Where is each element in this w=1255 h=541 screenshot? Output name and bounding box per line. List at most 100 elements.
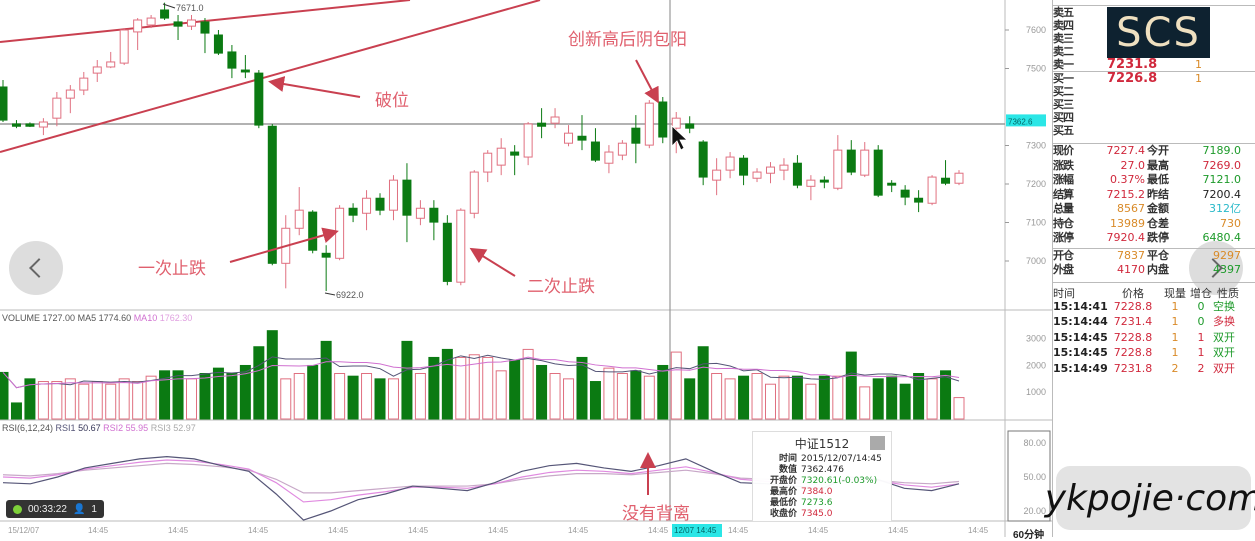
- candle: [254, 70, 264, 129]
- candle: [873, 145, 883, 198]
- volume-bar: [953, 397, 965, 420]
- volume-bar: [926, 378, 938, 420]
- volume-bar: [899, 383, 911, 420]
- trade-row: 15:14:45 7228.8 1 1 双开: [1053, 346, 1235, 359]
- volume-bar: [738, 375, 750, 420]
- annotation-second-stop: 二次止跌: [527, 277, 595, 297]
- time-tick: 14:45: [488, 526, 509, 535]
- annotation-arrow: [635, 59, 659, 104]
- volume-bar: [132, 381, 144, 420]
- stats-table: 现价 7227.4 今开 7189.0 涨跌 27.0 最高 7269.0 涨幅 0.37% 最低 7…: [1053, 144, 1255, 246]
- annotation-arrow: [268, 76, 361, 98]
- price-tick: 7600: [1026, 25, 1046, 35]
- candle: [388, 175, 398, 221]
- candle: [267, 123, 277, 266]
- candle: [11, 120, 21, 129]
- candle: [106, 51, 116, 69]
- volume-bar: [778, 375, 790, 420]
- crosshair-time-text: 12/07 14:45: [674, 526, 717, 535]
- quote-row[interactable]: 买二: [1053, 85, 1074, 98]
- quote-row[interactable]: 卖一 7231.8 1: [1053, 57, 1202, 72]
- prev-button[interactable]: [9, 241, 63, 295]
- candle: [806, 175, 816, 201]
- time-tick: 14:45: [888, 526, 909, 535]
- crosshair-time-tag: [672, 524, 722, 537]
- candle: [496, 138, 506, 176]
- trade-header-cell: 增仓: [1190, 286, 1212, 300]
- trade-header-cell: 时间: [1053, 286, 1075, 300]
- volume-bar: [91, 381, 103, 420]
- volume-bar: [24, 378, 36, 420]
- price-tick: 7000: [1026, 256, 1046, 266]
- candle: [173, 14, 183, 41]
- quote-row[interactable]: 买五: [1053, 124, 1074, 137]
- trendline-lower[interactable]: [0, 0, 541, 153]
- data-tooltip: 中证1512 时间 2015/12/07/14:45 数值 7362.476 开盘价 73…: [752, 431, 892, 522]
- candle: [658, 96, 668, 144]
- candle: [281, 215, 291, 289]
- quote-row[interactable]: 买三: [1053, 98, 1074, 111]
- candle: [739, 155, 749, 186]
- annotation-arrow: [469, 247, 516, 277]
- volume-bar: [347, 375, 359, 420]
- candle: [469, 170, 479, 219]
- volume-bar: [280, 378, 292, 420]
- candle: [523, 122, 533, 166]
- trade-header: 时间 价格 现量 增仓 性质: [1053, 287, 1255, 300]
- volume-bar: [212, 367, 224, 420]
- quote-panel: 卖五 卖四 卖三 卖二 卖一 7231.8 1 买一 7226.8 1 买二 买三 买四 买五 现价 72…: [1052, 0, 1255, 537]
- volume-header: VOLUME 1727.00 MA5 1774.60 MA10 1762.30: [2, 313, 193, 323]
- candle: [429, 200, 439, 241]
- candle: [375, 193, 385, 216]
- volume-bar: [872, 378, 884, 420]
- volume-bar: [51, 381, 63, 420]
- volume-bar: [536, 364, 548, 420]
- rsi-tick: 80.00: [1023, 438, 1046, 448]
- mouse-cursor-icon: [671, 125, 689, 151]
- record-time: 00:33:22: [28, 503, 67, 515]
- quote-row[interactable]: 买一 7226.8 1: [1053, 71, 1202, 86]
- rsi-header: RSI(6,12,24) RSI1 50.67 RSI2 55.95 RSI3 …: [2, 423, 196, 433]
- close-icon[interactable]: [870, 436, 885, 450]
- candle: [590, 128, 600, 163]
- candle: [860, 142, 870, 178]
- candle: [550, 108, 560, 129]
- volume-bar: [495, 370, 507, 420]
- candle: [846, 140, 856, 176]
- candle: [402, 163, 412, 243]
- rsi-tick: 50.00: [1023, 472, 1046, 482]
- bid-list: 买一 7226.8 1 买二 买三 买四 买五: [1053, 72, 1255, 137]
- volume-bar: [643, 375, 655, 420]
- quote-row[interactable]: 买四: [1053, 111, 1074, 124]
- quote-row[interactable]: 卖四: [1053, 19, 1074, 32]
- price-tick: 7200: [1026, 179, 1046, 189]
- rsi-tick: 20.00: [1023, 506, 1046, 516]
- stat-row: 开仓 7837 平仓 9297: [1053, 248, 1241, 262]
- candle: [227, 45, 237, 79]
- volume-bar: [37, 381, 49, 420]
- candle: [712, 158, 722, 196]
- tooltip-title: 中证1512: [794, 436, 850, 451]
- volume-bar: [509, 359, 521, 420]
- volume-bar: [0, 371, 9, 420]
- quote-row[interactable]: 卖五: [1053, 6, 1074, 19]
- trade-header-cell: 性质: [1217, 286, 1239, 300]
- ma10-line: [2, 356, 960, 389]
- candle: [698, 140, 708, 186]
- period-label[interactable]: 60分钟: [1013, 530, 1045, 541]
- candle: [537, 108, 547, 139]
- viewer-count: 1: [91, 503, 97, 515]
- volume-bar: [441, 348, 453, 420]
- volume-bar: [293, 373, 305, 420]
- volume-bar: [253, 346, 265, 420]
- quote-row[interactable]: 卖三: [1053, 32, 1074, 45]
- tooltip-row: 最高价 7384.0: [769, 487, 833, 497]
- volume-bar: [105, 383, 117, 420]
- quote-row[interactable]: 卖二: [1053, 45, 1074, 58]
- volume-bar: [724, 378, 736, 420]
- candle: [79, 71, 89, 96]
- next-button[interactable]: [1189, 241, 1243, 295]
- candle: [617, 140, 627, 161]
- candle: [833, 135, 843, 191]
- volume-bar: [684, 378, 696, 420]
